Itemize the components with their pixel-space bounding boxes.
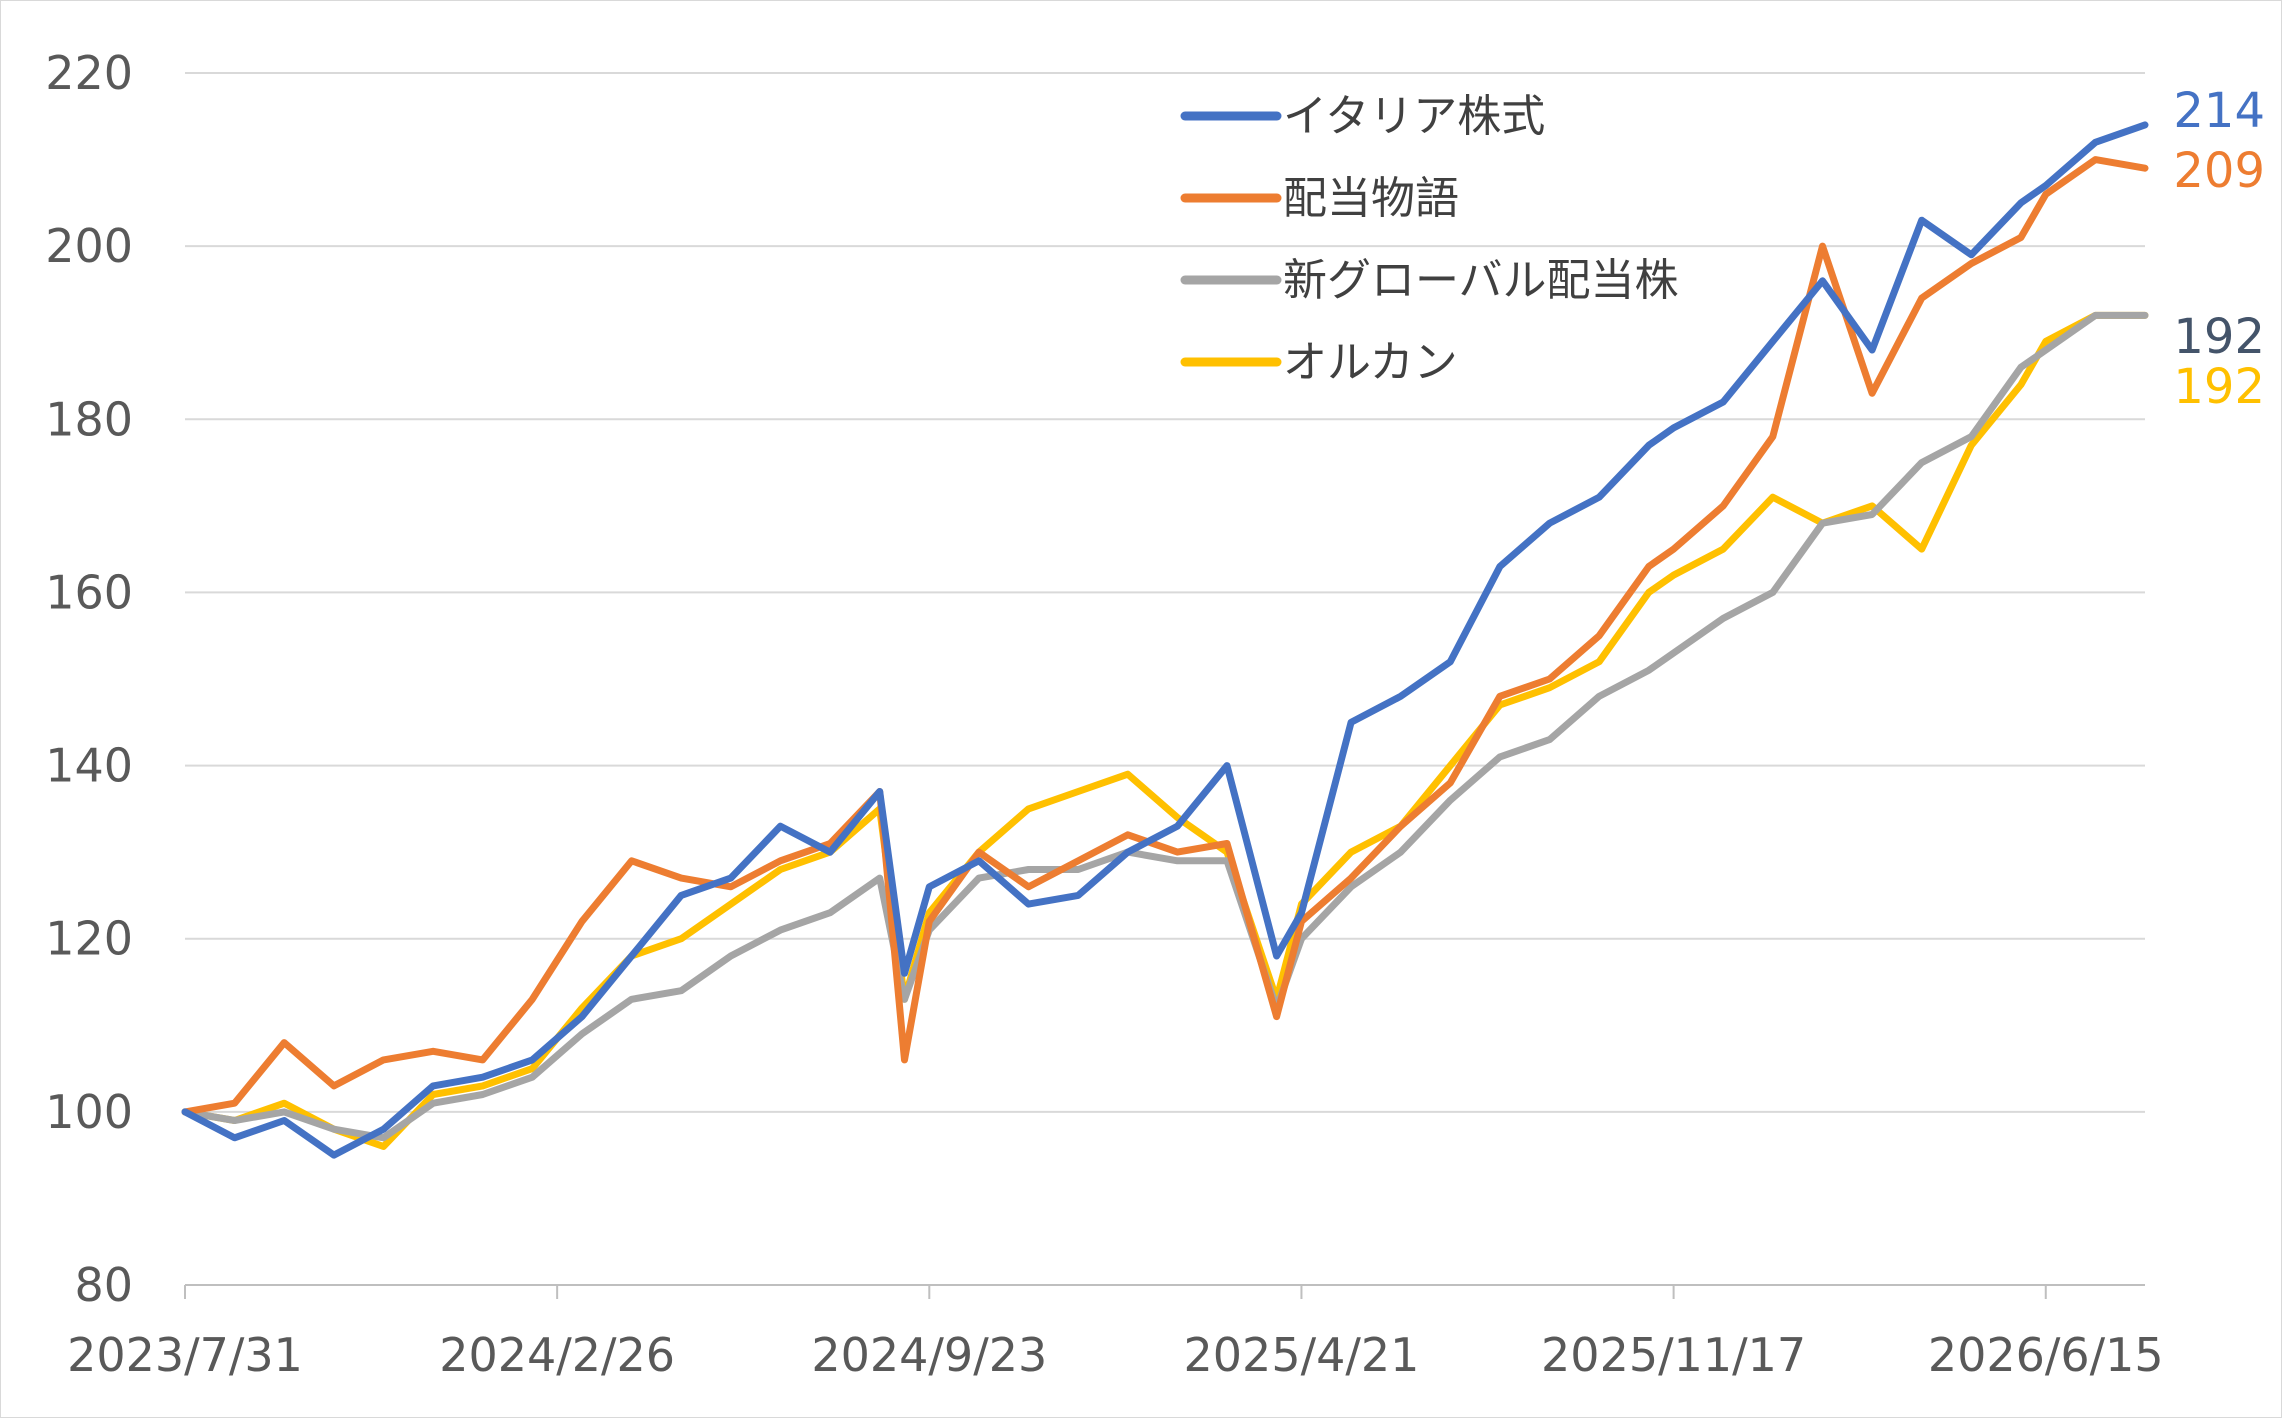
legend-label-4: オルカン — [1283, 337, 1458, 388]
series-line-3 — [181, 311, 2149, 1142]
x-axis — [184, 1284, 2145, 1299]
legend-label-1: イタリア株式 — [1283, 91, 1545, 142]
legend-label-2: 配当物語 — [1283, 173, 1459, 224]
y-tick-label: 120 — [45, 912, 133, 966]
x-tick-label: 2023/7/31 — [67, 1328, 303, 1382]
y-tick-label: 100 — [45, 1085, 133, 1139]
gridlines — [185, 72, 2145, 1113]
x-tick-label: 2024/2/26 — [439, 1328, 675, 1382]
end-value-label-1: 214 — [2173, 83, 2265, 139]
y-tick-label: 220 — [45, 46, 133, 100]
end-value-label-2: 209 — [2173, 143, 2265, 199]
series-line-2 — [181, 156, 2149, 1116]
series-line-1 — [181, 121, 2149, 1159]
y-tick-label: 80 — [74, 1258, 133, 1312]
x-tick-label: 2025/4/21 — [1184, 1328, 1420, 1382]
y-tick-label: 160 — [45, 565, 133, 619]
series-line-4 — [181, 311, 2149, 1150]
y-tick-label: 200 — [45, 219, 133, 273]
y-tick-label: 180 — [45, 392, 133, 446]
y-tick-label: 140 — [45, 739, 133, 793]
x-tick-label: 2025/11/17 — [1541, 1328, 1806, 1382]
x-tick-label: 2024/9/23 — [811, 1328, 1047, 1382]
x-axis-tick-labels: 2023/7/31 2024/2/26 2024/9/23 2025/4/21 2025… — [67, 1328, 2164, 1382]
x-tick-label: 2026/6/15 — [1928, 1328, 2164, 1382]
end-value-label-3: 192 — [2173, 309, 2265, 365]
y-axis-tick-labels: 80 100 120 140 160 180 200 220 — [45, 46, 133, 1312]
end-value-label-4: 192 — [2173, 359, 2265, 415]
series-lines — [181, 121, 2149, 1159]
legend-label-3: 新グローバル配当株 — [1283, 255, 1679, 306]
